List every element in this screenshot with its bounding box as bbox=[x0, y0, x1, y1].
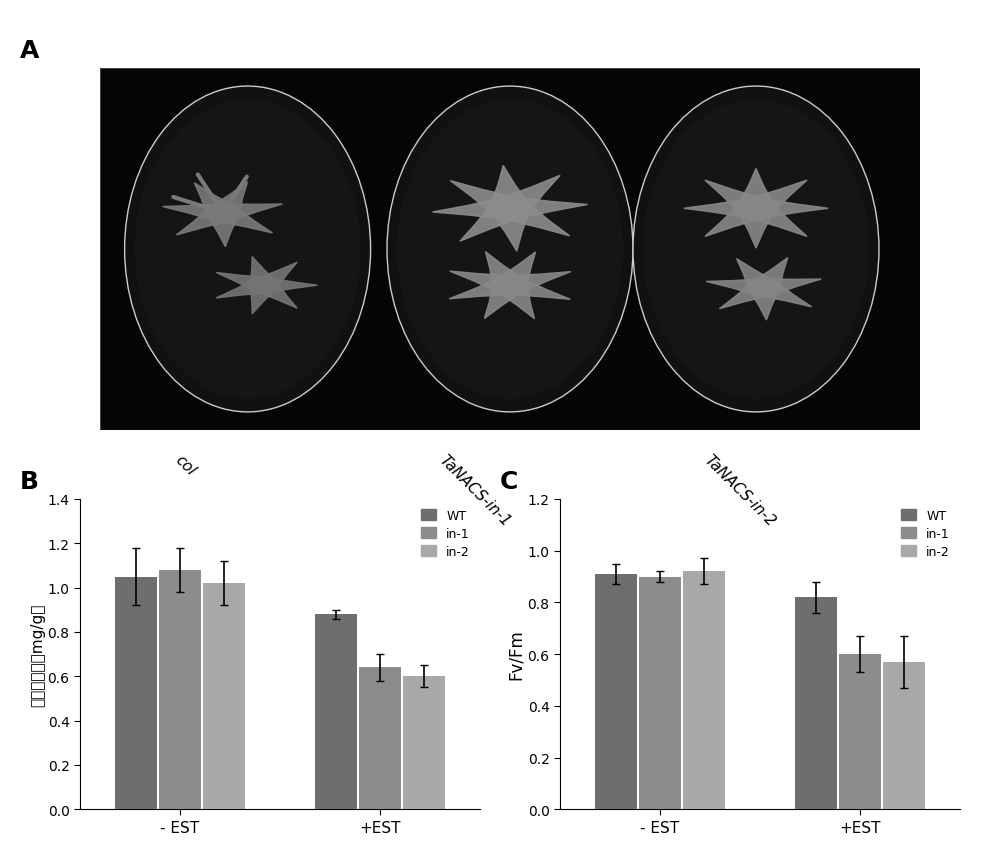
Ellipse shape bbox=[134, 100, 361, 400]
Ellipse shape bbox=[397, 100, 623, 400]
Polygon shape bbox=[503, 272, 571, 295]
Polygon shape bbox=[450, 182, 524, 218]
Text: TaNACS-in-2: TaNACS-in-2 bbox=[701, 452, 779, 529]
Polygon shape bbox=[736, 209, 776, 249]
Polygon shape bbox=[493, 282, 535, 319]
Polygon shape bbox=[719, 282, 775, 309]
Polygon shape bbox=[742, 181, 807, 217]
Polygon shape bbox=[176, 207, 234, 236]
Bar bbox=[839, 654, 881, 809]
Ellipse shape bbox=[633, 87, 879, 412]
Bar bbox=[159, 570, 201, 809]
Polygon shape bbox=[485, 252, 527, 289]
Polygon shape bbox=[737, 259, 779, 293]
Bar bbox=[639, 577, 681, 809]
Polygon shape bbox=[484, 282, 527, 319]
Bar bbox=[315, 615, 357, 809]
Polygon shape bbox=[760, 279, 821, 297]
Polygon shape bbox=[706, 279, 767, 297]
Polygon shape bbox=[493, 252, 536, 290]
Legend: WT, in-1, in-2: WT, in-1, in-2 bbox=[418, 505, 474, 562]
Polygon shape bbox=[216, 273, 270, 294]
Polygon shape bbox=[489, 166, 531, 210]
Polygon shape bbox=[756, 198, 828, 220]
Bar bbox=[595, 574, 637, 809]
Text: A: A bbox=[20, 39, 39, 63]
Text: TaNACS-in-1: TaNACS-in-1 bbox=[436, 452, 514, 529]
Legend: WT, in-1, in-2: WT, in-1, in-2 bbox=[898, 505, 954, 562]
Polygon shape bbox=[450, 272, 517, 295]
Ellipse shape bbox=[643, 100, 869, 400]
Polygon shape bbox=[705, 201, 770, 237]
Bar bbox=[403, 677, 445, 809]
Polygon shape bbox=[494, 177, 560, 217]
Polygon shape bbox=[264, 278, 317, 294]
Bar bbox=[115, 577, 157, 809]
Ellipse shape bbox=[387, 87, 633, 412]
Polygon shape bbox=[503, 276, 570, 300]
Polygon shape bbox=[250, 284, 278, 314]
Ellipse shape bbox=[125, 87, 371, 412]
Polygon shape bbox=[449, 276, 517, 300]
Bar bbox=[203, 584, 245, 809]
Y-axis label: 叶绻素含量（mg/g）: 叶绻素含量（mg/g） bbox=[30, 603, 45, 706]
Polygon shape bbox=[460, 201, 526, 242]
Polygon shape bbox=[213, 206, 272, 233]
Polygon shape bbox=[163, 204, 226, 223]
Bar bbox=[359, 667, 401, 809]
Polygon shape bbox=[216, 278, 270, 299]
Polygon shape bbox=[250, 257, 278, 288]
FancyBboxPatch shape bbox=[100, 69, 920, 430]
Polygon shape bbox=[508, 197, 588, 220]
Text: B: B bbox=[20, 469, 39, 493]
Polygon shape bbox=[496, 200, 570, 237]
Text: C: C bbox=[500, 469, 518, 493]
Polygon shape bbox=[754, 281, 812, 307]
Polygon shape bbox=[206, 214, 240, 247]
Polygon shape bbox=[432, 197, 512, 220]
Polygon shape bbox=[742, 201, 807, 237]
Polygon shape bbox=[705, 181, 770, 217]
Polygon shape bbox=[748, 288, 781, 320]
Polygon shape bbox=[219, 204, 282, 223]
Bar bbox=[683, 572, 725, 809]
Text: col: col bbox=[172, 452, 198, 478]
Polygon shape bbox=[207, 183, 248, 217]
Bar bbox=[883, 662, 925, 809]
Polygon shape bbox=[194, 183, 238, 218]
Polygon shape bbox=[736, 170, 776, 209]
Polygon shape bbox=[252, 263, 297, 291]
Polygon shape bbox=[749, 258, 788, 292]
Bar bbox=[795, 598, 837, 809]
Y-axis label: Fv/Fm: Fv/Fm bbox=[507, 629, 525, 679]
Polygon shape bbox=[489, 208, 531, 251]
Polygon shape bbox=[252, 281, 297, 309]
Polygon shape bbox=[684, 198, 756, 220]
